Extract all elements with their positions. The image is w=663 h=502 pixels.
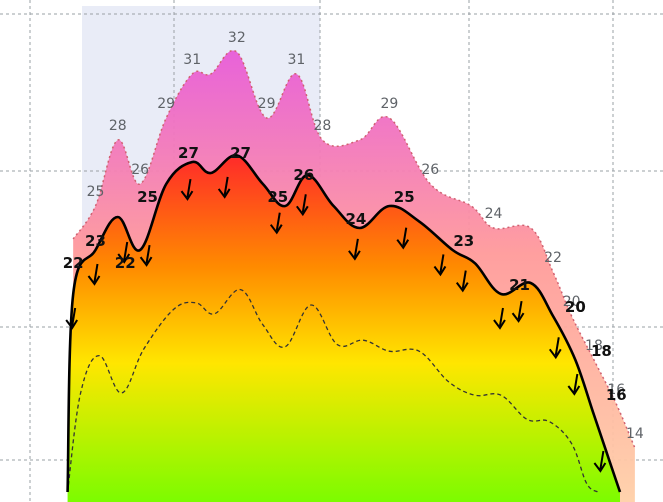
wind-arrow-shaft (223, 176, 229, 196)
wind-arrow-head (567, 385, 581, 396)
main-value-label: 22 (63, 254, 84, 272)
wind-arrow-shaft (439, 254, 445, 273)
main-value-label: 20 (565, 298, 586, 316)
upper-value-label: 29 (380, 96, 398, 112)
upper-value-label: 29 (157, 96, 175, 112)
wind-arrow-shaft (498, 307, 504, 327)
wind-arrow-shaft (71, 307, 77, 327)
wind-arrow-head (117, 253, 131, 264)
wind-arrow (433, 254, 447, 277)
main-value-label: 25 (394, 188, 415, 206)
main-temperature-area (67, 155, 620, 502)
wind-arrow-head (180, 190, 194, 201)
wind-arrow-shaft (517, 300, 523, 320)
main-value-label: 27 (178, 144, 199, 162)
main-value-label: 27 (230, 144, 251, 162)
main-value-label: 23 (85, 232, 106, 250)
upper-value-label: 29 (258, 96, 276, 112)
wind-arrow-head (396, 239, 410, 250)
wind-arrow-head (269, 224, 283, 235)
wind-arrow-head (348, 250, 361, 261)
upper-value-label: 28 (313, 118, 331, 134)
main-temperature-line (66, 154, 622, 493)
wind-arrow-head (87, 275, 101, 286)
wind-arrow (139, 244, 153, 267)
main-value-label: 26 (293, 166, 314, 184)
wind-arrow-head (296, 205, 309, 217)
upper-value-label: 25 (87, 184, 105, 200)
upper-value-label: 22 (544, 250, 562, 266)
wind-arrow-head (139, 256, 153, 267)
wind-arrow-head (593, 462, 607, 473)
wind-arrow-shaft (353, 238, 359, 258)
main-value-label: 21 (509, 276, 530, 294)
wind-arrow (217, 176, 231, 199)
upper-value-label: 24 (485, 206, 503, 222)
upper-value-label: 18 (585, 338, 603, 354)
wind-arrow-shaft (599, 450, 605, 470)
upper-value-label: 26 (131, 162, 149, 178)
wind-arrow (455, 270, 469, 293)
upper-value-label: 32 (228, 30, 246, 46)
upper-range-line (72, 49, 636, 449)
wind-arrow-shaft (186, 178, 192, 198)
wind-arrow-shaft (573, 373, 579, 393)
main-value-label: 18 (591, 342, 612, 360)
wind-arrow (117, 241, 131, 264)
wind-arrow-head (217, 188, 231, 199)
wind-arrow-shaft (93, 263, 99, 283)
main-value-label: 25 (137, 188, 158, 206)
upper-value-label: 16 (607, 382, 625, 398)
wind-arrow-shaft (275, 212, 281, 231)
upper-value-label: 31 (183, 52, 201, 68)
upper-value-label: 14 (626, 426, 644, 442)
main-value-label: 24 (345, 210, 366, 228)
main-value-label: 23 (453, 232, 474, 250)
wind-arrow-head (548, 348, 562, 360)
main-value-label: 25 (267, 188, 288, 206)
wind-arrow (269, 212, 283, 235)
upper-value-label: 26 (421, 162, 439, 178)
wind-arrow-shaft (554, 337, 560, 356)
wind-arrow (593, 450, 607, 473)
upper-value-label: 28 (109, 118, 127, 134)
wind-arrow-shaft (145, 244, 151, 264)
wind-arrow (87, 263, 101, 286)
wind-arrow (493, 307, 506, 330)
wind-arrow (65, 307, 79, 330)
wind-arrow (396, 227, 410, 250)
main-value-label: 22 (115, 254, 136, 272)
wind-arrow (567, 373, 581, 396)
wind-arrow (348, 238, 361, 261)
wind-arrow (296, 194, 309, 217)
wind-arrow-head (433, 265, 447, 277)
wind-arrow-shaft (301, 194, 307, 213)
wind-arrow (511, 300, 525, 323)
main-value-label: 16 (606, 386, 627, 404)
wind-arrow-head (65, 319, 79, 330)
wind-arrow-shaft (461, 270, 467, 289)
wind-arrow-shaft (123, 241, 129, 261)
wind-arrow-head (455, 282, 469, 293)
wind-arrow (180, 178, 194, 201)
upper-value-label: 20 (563, 294, 581, 310)
wind-arrow-head (511, 312, 525, 323)
wind-arrow (548, 337, 562, 360)
upper-value-label: 31 (287, 52, 305, 68)
wind-arrow-shaft (402, 227, 408, 246)
wind-arrow-head (493, 319, 506, 330)
